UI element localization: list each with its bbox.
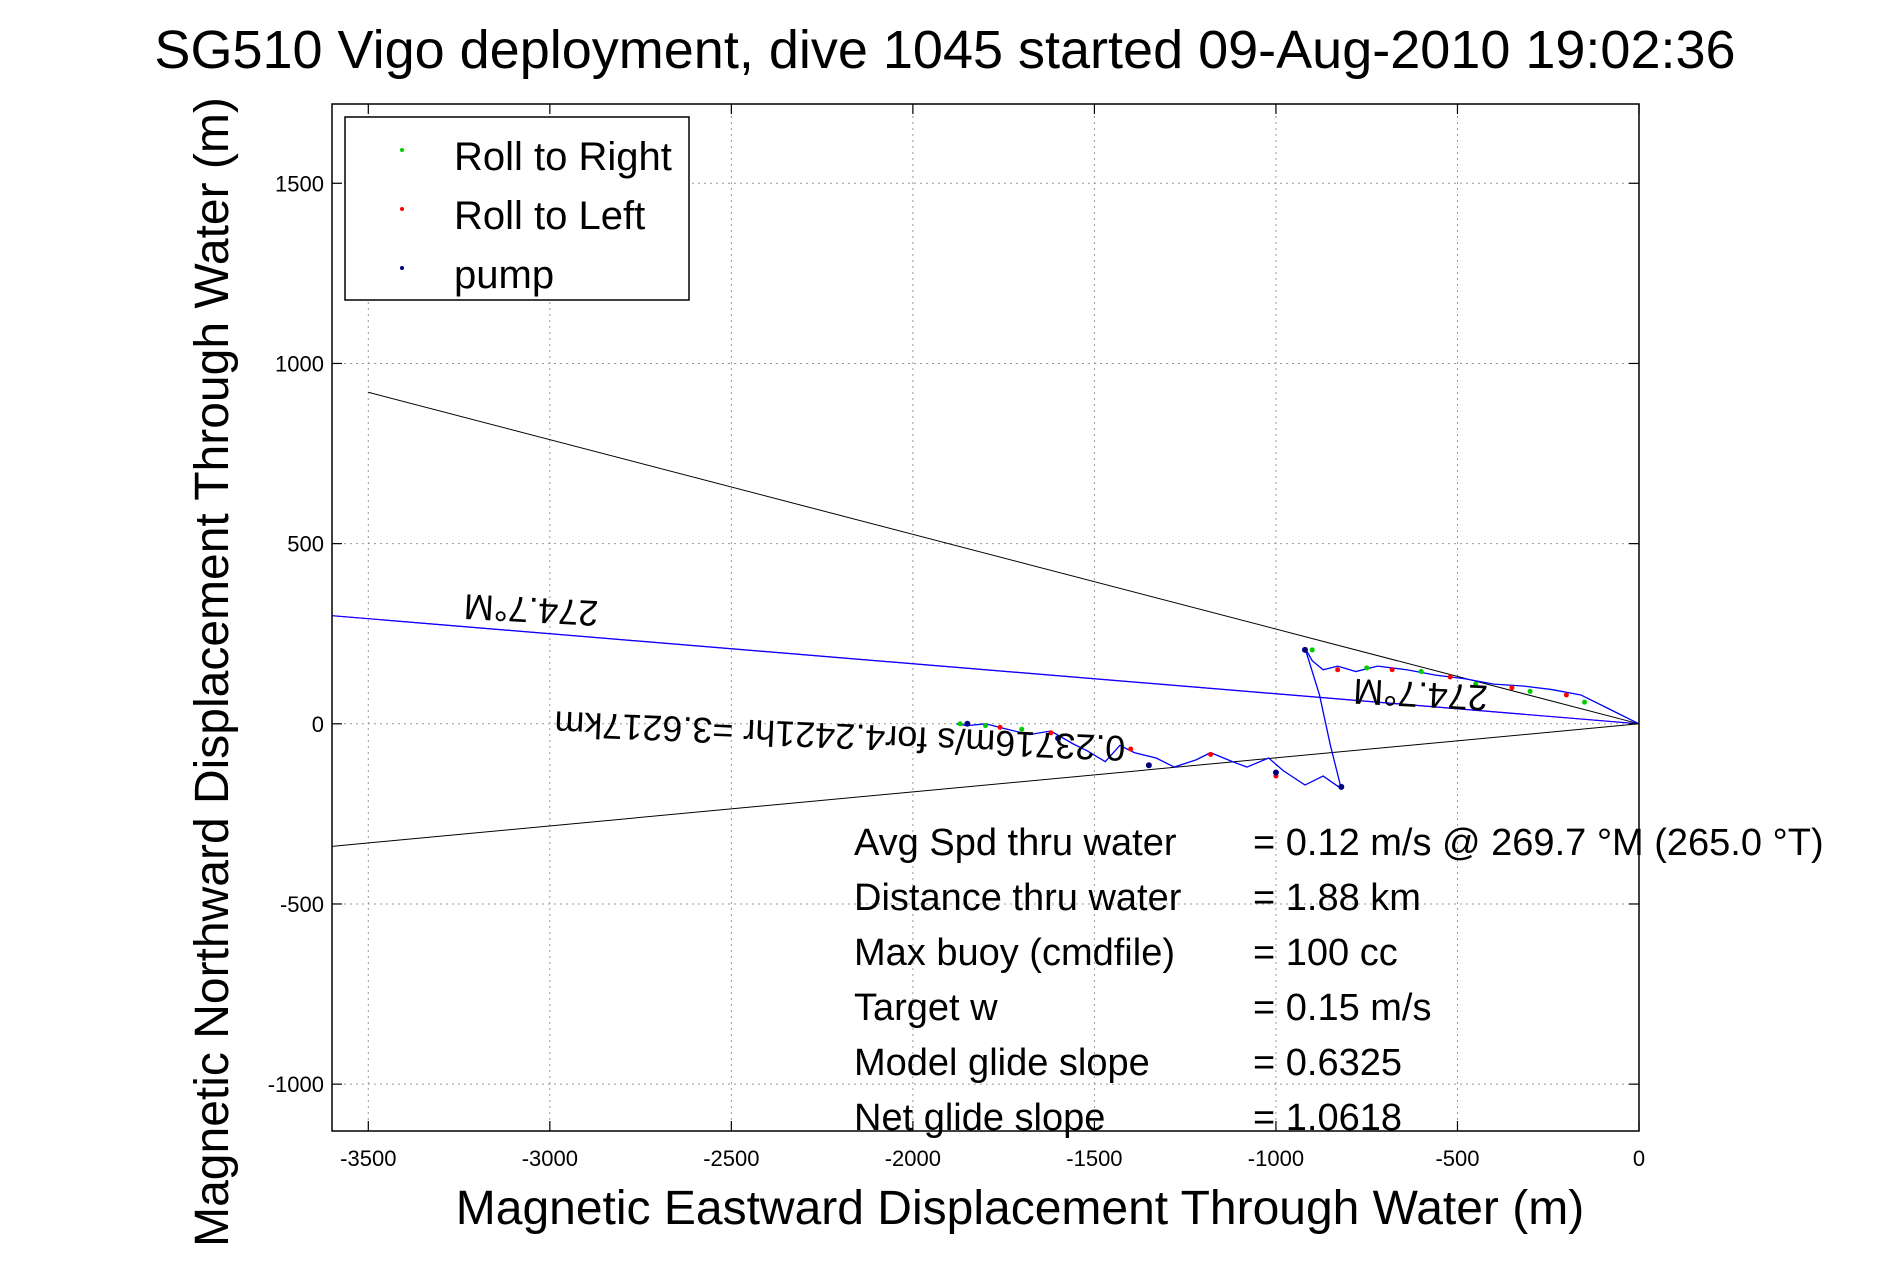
reference-line-0 [368,391,1640,725]
marker-roll-left-8 [1048,730,1054,736]
marker-pump-4 [1055,735,1062,742]
stat-label-max-buoy: Max buoy (cmdfile) [854,932,1175,974]
stat-label-distance: Distance thru water [854,877,1182,919]
stat-value-target-w: = 0.15 m/s [1253,987,1431,1029]
marker-pump-3 [1145,762,1152,769]
marker-roll-left-7 [1128,746,1134,752]
reference-line-3 [331,615,1640,725]
legend-marker-pump [400,266,404,270]
x-tick-label-7: 0 [1633,1146,1645,1171]
annotation-2: 0.23716m/s for4.2421hr =3.6217km [553,703,1126,769]
x-tick-label-0: -3500 [340,1146,396,1171]
stat-value-net-glide: = 1.0618 [1253,1097,1402,1139]
reference-line-1 [331,723,1640,847]
marker-pump-5 [964,720,971,727]
marker-roll-left-1 [1509,685,1515,691]
marker-roll-left-6 [1208,751,1214,757]
x-axis-label: Magnetic Eastward Displacement Through W… [456,1182,1584,1235]
stat-value-distance: = 1.88 km [1253,877,1421,919]
marker-roll-right-8 [957,721,963,727]
y-axis-label: Magnetic Northward Displacement Through … [186,97,239,1247]
x-tick-label-1: -3000 [522,1146,578,1171]
track-line-0 [956,647,1640,791]
y-tick-label-0: -1000 [268,1072,324,1097]
x-tick-label-4: -1500 [1066,1146,1122,1171]
stat-value-avg-speed: = 0.12 m/s @ 269.7 °M (265.0 °T) [1253,822,1824,864]
annotation-0: 274.7°M [463,586,599,634]
y-tick-label-1: -500 [280,892,324,917]
legend-marker-roll-left [400,207,404,211]
axis-ticks: -3500 -3000 -2500 -2000 -1500 -1000 -500 0 -1000… [268,104,1645,1171]
x-tick-label-6: -500 [1435,1146,1479,1171]
legend-marker-roll-right [400,148,404,152]
marker-roll-right-1 [1527,688,1533,694]
stat-value-max-buoy: = 100 cc [1253,932,1398,974]
roll-markers [957,646,1588,790]
marker-pump-2 [1272,769,1279,776]
x-tick-label-5: -1000 [1248,1146,1304,1171]
marker-roll-left-3 [1389,667,1395,673]
stat-label-avg-speed: Avg Spd thru water [854,822,1177,864]
marker-roll-right-0 [1582,699,1588,705]
legend-label-roll-right: Roll to Right [454,135,672,179]
y-tick-label-4: 1000 [275,351,324,376]
x-tick-label-3: -2000 [885,1146,941,1171]
reference-lines [331,391,1640,847]
stat-label-target-w: Target w [854,987,998,1029]
marker-roll-left-0 [1563,692,1569,698]
x-tick-label-2: -2500 [703,1146,759,1171]
y-tick-label-2: 0 [312,712,324,737]
legend-label-roll-left: Roll to Left [454,194,645,238]
marker-roll-right-4 [1364,665,1370,671]
track-series [956,647,1640,791]
stat-value-model-glide: = 0.6325 [1253,1042,1402,1084]
stat-label-model-glide: Model glide slope [854,1042,1150,1084]
marker-roll-left-4 [1335,667,1341,673]
y-tick-label-3: 500 [287,532,324,557]
annotation-1: 274.7°M [1352,671,1488,719]
annotations: 274.7°M 274.7°M 0.23716m/s for4.2421hr =3.… [463,586,1489,769]
chart-title: SG510 Vigo deployment, dive 1045 started… [154,20,1735,80]
legend: Roll to Right Roll to Left pump [344,116,690,301]
marker-roll-right-6 [1019,726,1025,732]
marker-roll-right-3 [1418,669,1424,675]
marker-roll-right-5 [1309,647,1315,653]
marker-pump-0 [1301,646,1308,653]
stat-label-net-glide: Net glide slope [854,1097,1105,1139]
marker-roll-right-7 [983,723,988,729]
plot-frame [331,103,1640,1132]
legend-label-pump: pump [454,253,554,297]
dive-stats: Avg Spd thru water = 0.12 m/s @ 269.7 °M… [854,822,1824,1139]
marker-roll-left-2 [1447,674,1453,680]
marker-pump-1 [1338,783,1345,790]
marker-roll-left-9 [997,724,1003,730]
marker-roll-right-2 [1473,681,1479,687]
y-tick-label-5: 1500 [275,171,324,196]
